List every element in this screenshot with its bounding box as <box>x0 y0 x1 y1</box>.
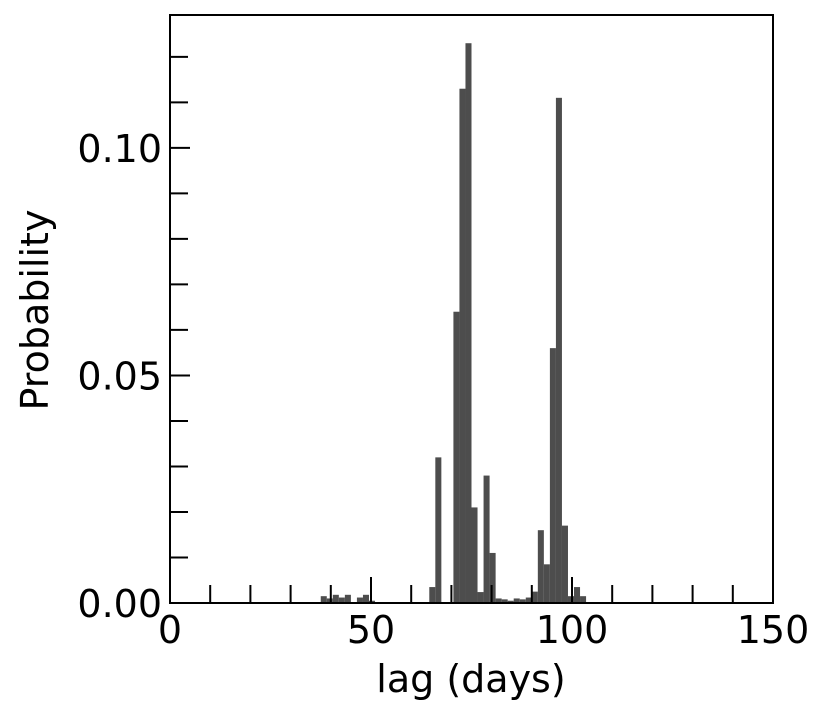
bar <box>519 599 526 603</box>
y-tick-label: 0.10 <box>77 127 162 171</box>
bar <box>465 43 472 603</box>
bar <box>543 564 550 603</box>
bar <box>320 596 327 603</box>
bar <box>332 594 339 603</box>
bar <box>483 475 490 603</box>
bar <box>368 600 376 603</box>
x-tick-label: 0 <box>158 608 182 652</box>
bar <box>567 596 575 603</box>
bar <box>471 507 478 603</box>
bar <box>537 530 544 603</box>
bar <box>580 596 587 603</box>
bar <box>326 598 333 603</box>
bar <box>507 600 514 603</box>
bar <box>525 597 532 603</box>
plot-frame <box>169 14 774 604</box>
bar <box>453 311 460 603</box>
bar <box>477 592 484 603</box>
bar <box>531 591 538 603</box>
x-axis-label: lag (days) <box>376 657 565 701</box>
bar <box>574 587 581 603</box>
bar <box>549 348 556 603</box>
bar <box>489 552 496 603</box>
y-axis-label: Probability <box>13 210 57 411</box>
bar <box>561 525 568 603</box>
y-tick-label: 0.05 <box>77 354 162 398</box>
x-tick-label: 50 <box>347 608 395 652</box>
x-tick-label: 150 <box>737 608 810 652</box>
bar <box>356 597 363 603</box>
bar <box>555 97 562 604</box>
bar <box>501 599 508 603</box>
x-tick-label: 100 <box>536 608 609 652</box>
bar <box>344 594 351 603</box>
bar <box>459 88 466 604</box>
bar <box>429 587 436 603</box>
bar <box>435 457 442 603</box>
bar <box>338 597 345 603</box>
y-tick-label: 0.00 <box>77 582 162 626</box>
bar <box>362 594 369 603</box>
bar <box>495 598 502 603</box>
bar <box>513 598 520 603</box>
